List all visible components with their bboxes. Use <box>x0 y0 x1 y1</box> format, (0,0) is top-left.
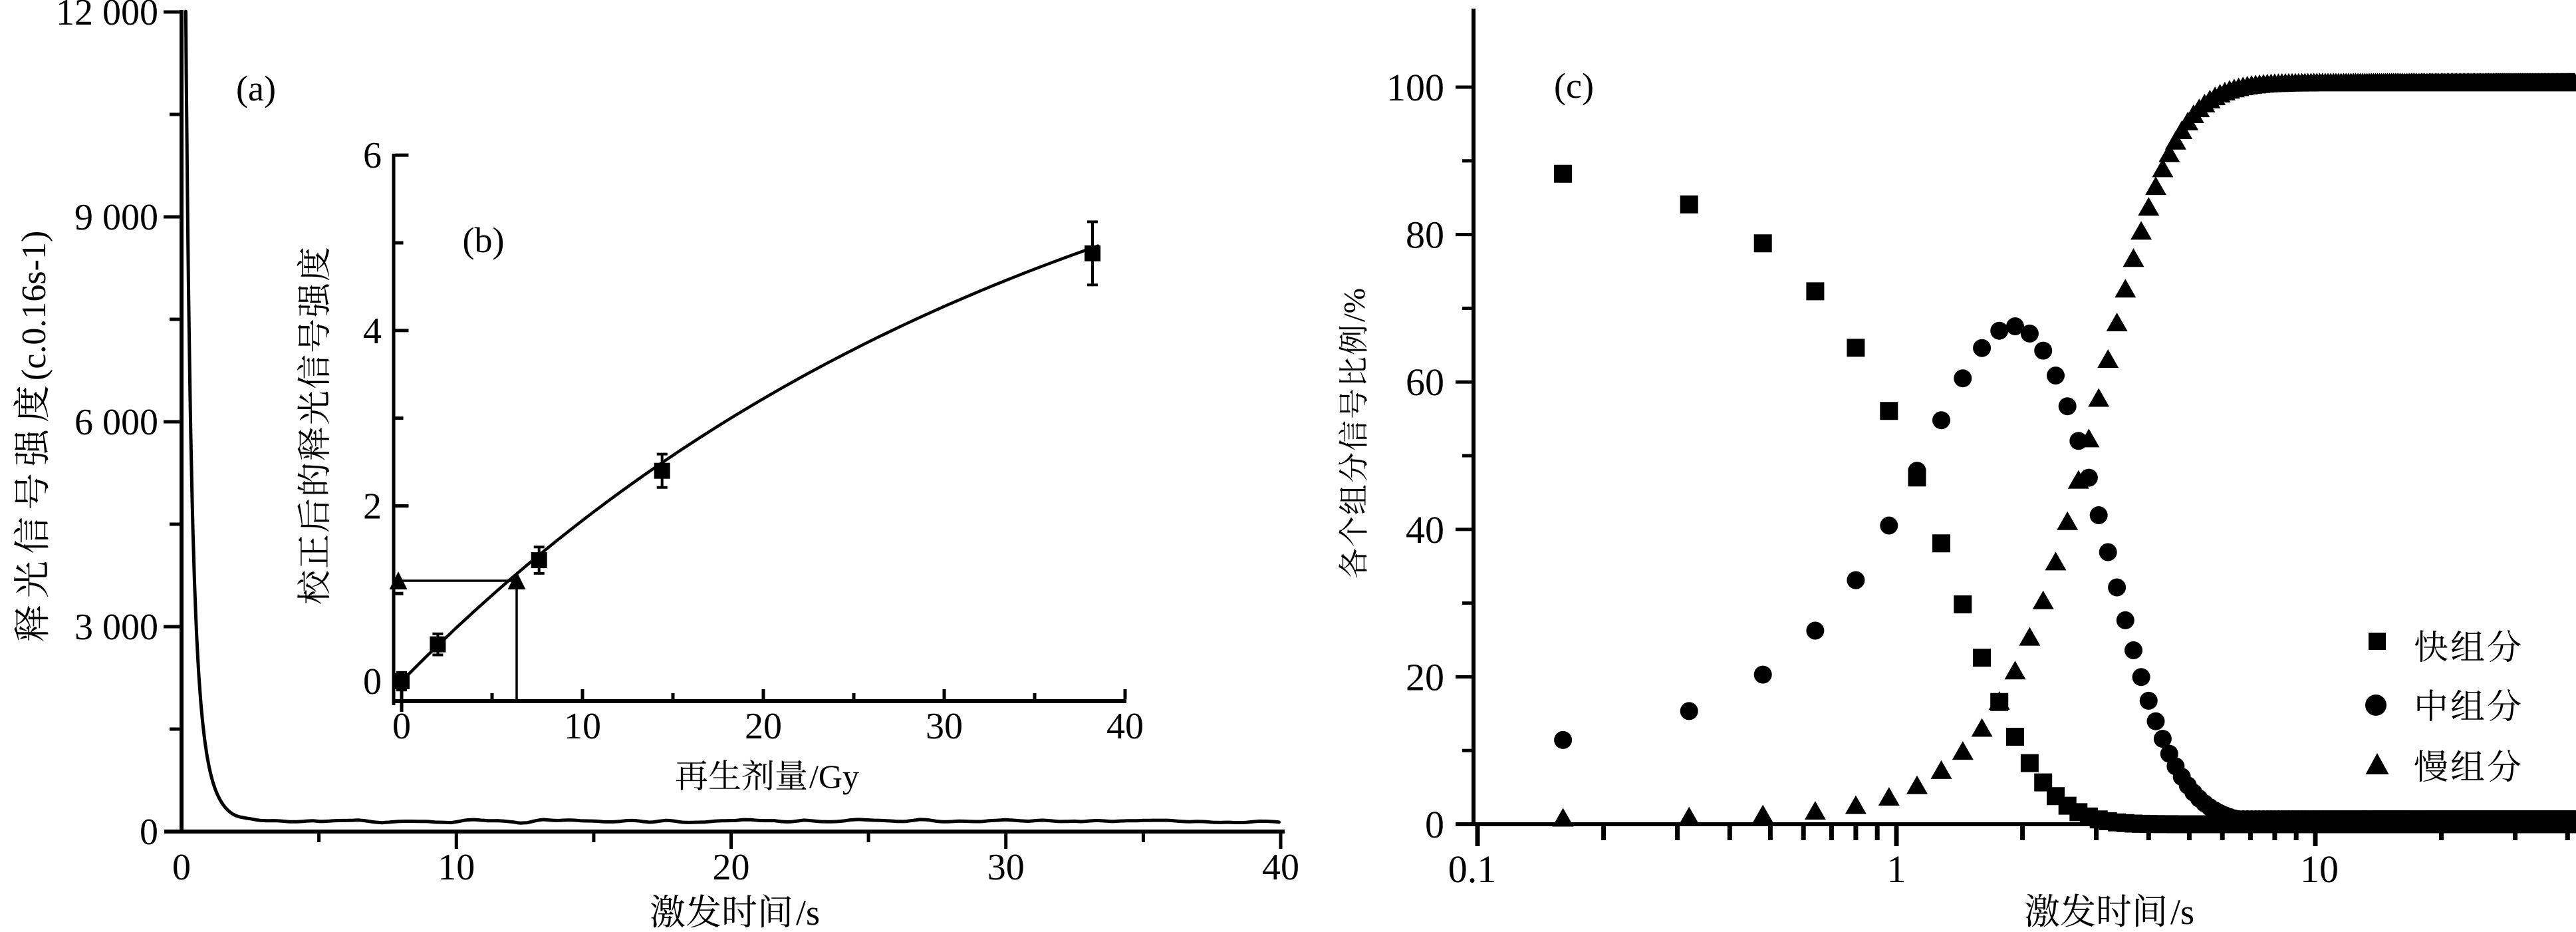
svg-text:1: 1 <box>1887 848 1906 891</box>
svg-text:40: 40 <box>1262 847 1299 888</box>
svg-text:(a): (a) <box>236 69 276 108</box>
svg-text:30: 30 <box>926 706 963 747</box>
svg-text:20: 20 <box>745 706 782 747</box>
svg-text:/s: /s <box>2170 892 2194 929</box>
svg-text:40: 40 <box>1406 508 1444 551</box>
svg-text:100: 100 <box>1386 66 1444 109</box>
svg-text:10: 10 <box>438 847 475 888</box>
svg-text:9 000: 9 000 <box>74 197 158 238</box>
svg-text:(b): (b) <box>463 220 505 260</box>
svg-text:0: 0 <box>363 661 382 702</box>
svg-text:10: 10 <box>564 706 601 747</box>
svg-text:6 000: 6 000 <box>74 402 158 443</box>
svg-text:0: 0 <box>1425 803 1444 846</box>
svg-text:10: 10 <box>2300 848 2339 891</box>
svg-text:0: 0 <box>172 847 191 888</box>
svg-text:20: 20 <box>713 847 750 888</box>
svg-text:80: 80 <box>1406 214 1444 257</box>
svg-text:12 000: 12 000 <box>56 0 158 33</box>
svg-text:/s: /s <box>796 893 820 929</box>
svg-text:4: 4 <box>363 311 382 352</box>
svg-text:3 000: 3 000 <box>74 607 158 648</box>
svg-text:/Gy: /Gy <box>809 758 859 795</box>
svg-text:60: 60 <box>1406 361 1444 404</box>
svg-text:(c): (c) <box>1554 66 1594 106</box>
svg-text:20: 20 <box>1406 655 1444 699</box>
svg-text:0.1: 0.1 <box>1448 848 1497 891</box>
svg-text:6: 6 <box>363 135 382 176</box>
svg-text:0: 0 <box>140 812 158 853</box>
svg-text:30: 30 <box>987 847 1025 888</box>
svg-text:0: 0 <box>392 706 411 747</box>
svg-text:/%: /% <box>1337 288 1371 322</box>
svg-text:(c.0.16s-1): (c.0.16s-1) <box>15 231 53 381</box>
svg-text:2: 2 <box>363 486 382 527</box>
svg-text:40: 40 <box>1106 706 1144 747</box>
